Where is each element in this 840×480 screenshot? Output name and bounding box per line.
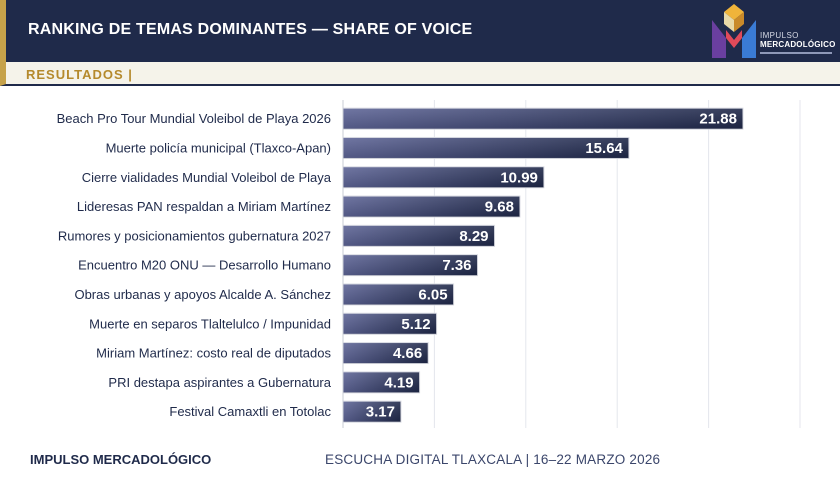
logo-underline [760,52,832,54]
bar-shading [343,313,437,335]
category-label: Muerte policía municipal (Tlaxco-Apan) [106,140,331,155]
category-labels: Beach Pro Tour Mundial Voleibol de Playa… [57,111,332,419]
bar-value-label: 5.12 [401,316,430,333]
bar-shading [343,254,478,276]
bar-value-label: 4.19 [384,374,413,391]
bar-value-label: 15.64 [585,140,623,157]
bar-shading [343,137,629,159]
logo-mark-icon [712,4,756,58]
category-label: PRI destapa aspirantes a Gubernatura [108,375,331,390]
bar-value-label: 6.05 [418,286,447,303]
share-of-voice-chart: 21.88 15.64 10.99 9.68 8.29 7.36 6.05 5.12 4.66 4… [57,100,801,428]
category-label: Cierre vialidades Mundial Voleibol de Pl… [82,170,332,185]
bar-shading [343,283,454,305]
bar-value-label: 10.99 [500,169,538,186]
bar-shading [343,166,544,188]
page-title: RANKING DE TEMAS DOMINANTES — SHARE OF V… [28,21,473,38]
bar-shading [343,342,429,364]
brand-logo: IMPULSO MERCADOLÓGICO [708,2,840,60]
bar-shading [343,401,401,423]
bar-value-label: 9.68 [485,199,514,216]
category-label: Muerte en separos Tlaltelulco / Impunida… [89,316,331,331]
category-label: Lideresas PAN respaldan a Miriam Martíne… [77,199,331,214]
category-label: Beach Pro Tour Mundial Voleibol de Playa… [57,111,331,126]
bar-value-label: 4.66 [393,345,422,362]
category-label: Rumores y posicionamientos gubernatura 2… [58,228,331,243]
bar-value-label: 8.29 [459,228,488,245]
bar-shading [343,196,520,218]
bar-shading [343,225,495,247]
bar-value-label: 21.88 [699,111,737,128]
logo-text-line1: IMPULSO [760,31,799,40]
section-title: RESULTADOS | [26,67,133,82]
bar-value-label: 7.36 [442,257,471,274]
section-bar: RESULTADOS | [0,62,840,86]
category-label: Festival Camaxtli en Totolac [169,404,331,419]
bar-shading [343,371,420,393]
category-label: Encuentro M20 ONU — Desarrollo Humano [78,258,331,273]
footer-event: ESCUCHA DIGITAL TLAXCALA | 16–22 MARZO 2… [325,452,661,467]
category-label: Obras urbanas y apoyos Alcalde A. Sánche… [74,287,331,302]
bars: 21.88 15.64 10.99 9.68 8.29 7.36 6.05 5.12 4.66 4… [342,107,744,423]
bar-shading [343,108,743,130]
logo-text-line2: MERCADOLÓGICO [760,40,836,49]
bar-value-label: 3.17 [366,404,395,421]
header-bar: RANKING DE TEMAS DOMINANTES — SHARE OF V… [0,0,840,62]
category-label: Miriam Martínez: costo real de diputados [96,346,331,361]
footer-brand: IMPULSO MERCADOLÓGICO [30,452,212,467]
